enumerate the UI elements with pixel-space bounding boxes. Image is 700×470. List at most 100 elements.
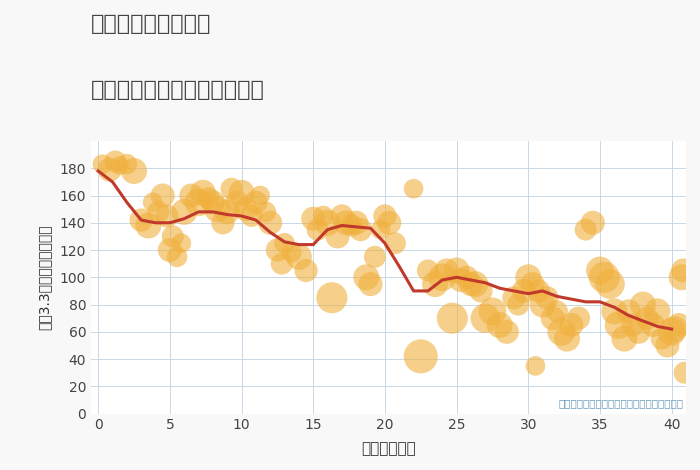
Point — [633, 328, 644, 336]
Point — [541, 294, 552, 302]
Point — [619, 335, 630, 342]
Point — [527, 280, 538, 288]
Point — [293, 253, 304, 260]
X-axis label: 築年数（年）: 築年数（年） — [361, 441, 416, 456]
Point — [519, 287, 530, 295]
Point — [143, 222, 154, 229]
Point — [613, 321, 624, 329]
Point — [508, 294, 519, 302]
Point — [494, 321, 505, 329]
Point — [652, 307, 663, 315]
Point — [455, 276, 466, 284]
Point — [561, 335, 573, 342]
Point — [512, 301, 524, 308]
Point — [217, 219, 228, 227]
Point — [312, 226, 323, 233]
Point — [430, 280, 441, 288]
Point — [461, 274, 472, 281]
Point — [128, 167, 139, 175]
Point — [211, 205, 223, 213]
Point — [251, 198, 262, 206]
Point — [322, 219, 333, 227]
Point — [336, 212, 347, 219]
Point — [232, 198, 243, 206]
Point — [136, 216, 147, 224]
Point — [587, 219, 598, 227]
Point — [114, 162, 125, 169]
Point — [178, 208, 190, 216]
Point — [207, 198, 218, 206]
Point — [360, 274, 372, 281]
Point — [246, 212, 257, 219]
Point — [470, 280, 481, 288]
Point — [533, 287, 544, 295]
Point — [679, 369, 690, 376]
Point — [530, 362, 541, 369]
Point — [307, 215, 318, 222]
Point — [642, 314, 653, 322]
Point — [153, 208, 164, 216]
Point — [272, 246, 283, 254]
Point — [279, 239, 290, 247]
Point — [466, 280, 477, 288]
Point — [415, 352, 426, 360]
Point — [276, 260, 287, 267]
Point — [365, 280, 376, 288]
Point — [662, 342, 673, 349]
Point — [556, 328, 567, 336]
Point — [186, 192, 197, 199]
Point — [648, 321, 659, 329]
Point — [441, 266, 452, 274]
Point — [104, 166, 116, 173]
Text: 円の大きさは、取引のあった物件面積を示す: 円の大きさは、取引のあった物件面積を示す — [558, 398, 683, 408]
Point — [240, 205, 251, 213]
Point — [286, 249, 297, 257]
Point — [609, 307, 620, 315]
Point — [486, 307, 498, 315]
Point — [164, 246, 176, 254]
Point — [580, 226, 592, 233]
Point — [678, 266, 689, 274]
Point — [594, 266, 606, 274]
Point — [627, 321, 638, 329]
Point — [121, 160, 132, 168]
Point — [255, 192, 266, 199]
Point — [676, 274, 687, 281]
Point — [318, 212, 329, 219]
Point — [162, 212, 173, 219]
Point — [226, 185, 237, 193]
Point — [623, 307, 634, 315]
Point — [375, 226, 386, 233]
Point — [300, 266, 312, 274]
Point — [537, 301, 548, 308]
Point — [193, 198, 204, 206]
Point — [422, 266, 433, 274]
Point — [172, 253, 183, 260]
Point — [167, 233, 178, 240]
Point — [236, 189, 247, 196]
Point — [408, 185, 419, 193]
Point — [666, 328, 678, 336]
Point — [523, 274, 534, 281]
Point — [604, 280, 615, 288]
Point — [669, 325, 680, 333]
Point — [437, 274, 448, 281]
Point — [638, 301, 649, 308]
Point — [598, 274, 610, 281]
Point — [379, 212, 391, 219]
Point — [222, 208, 233, 216]
Point — [197, 189, 209, 196]
Point — [332, 233, 343, 240]
Point — [351, 219, 362, 227]
Point — [447, 314, 458, 322]
Point — [566, 321, 577, 329]
Point — [480, 314, 491, 322]
Point — [673, 321, 685, 329]
Point — [346, 222, 358, 229]
Point — [552, 307, 563, 315]
Text: 築年数別中古マンション価格: 築年数別中古マンション価格 — [91, 80, 265, 100]
Point — [451, 266, 462, 274]
Point — [110, 158, 121, 165]
Point — [260, 208, 272, 216]
Point — [97, 160, 108, 168]
